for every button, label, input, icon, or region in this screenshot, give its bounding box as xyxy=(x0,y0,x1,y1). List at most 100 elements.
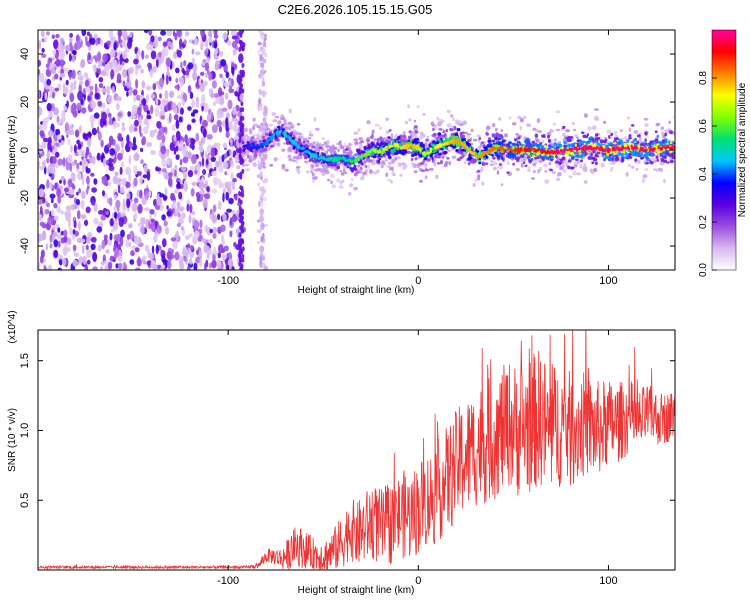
ridge-dot xyxy=(432,140,436,145)
ridge-dot xyxy=(349,183,354,188)
noise-blob xyxy=(72,172,76,183)
noise-blob xyxy=(262,66,265,73)
ridge-dot xyxy=(339,180,343,186)
noise-blob xyxy=(102,102,106,109)
noise-blob xyxy=(80,214,87,220)
noise-blob xyxy=(127,68,131,76)
noise-blob xyxy=(210,92,215,99)
ridge-dot xyxy=(304,161,309,164)
ridge-dot xyxy=(582,165,588,170)
ridge-dot xyxy=(292,156,296,160)
noise-blob xyxy=(161,168,167,173)
noise-blob xyxy=(157,36,162,42)
noise-blob xyxy=(212,188,218,194)
noise-blob xyxy=(259,214,264,223)
noise-blob xyxy=(54,182,58,190)
ridge-dot xyxy=(647,144,650,147)
noise-blob xyxy=(239,238,243,244)
ridge-dot xyxy=(520,118,524,123)
ridge-dot xyxy=(517,115,522,120)
noise-blob xyxy=(136,94,141,101)
noise-blob xyxy=(49,62,55,69)
noise-blob xyxy=(63,229,68,237)
ridge-dot xyxy=(461,154,465,158)
ridge-dot xyxy=(372,171,378,175)
ridge-dot xyxy=(656,134,659,138)
ridge-dot xyxy=(314,127,320,131)
noise-blob xyxy=(72,50,77,56)
ridge-dot xyxy=(590,169,594,173)
noise-blob xyxy=(166,157,171,166)
ridge-dot xyxy=(422,148,426,151)
noise-blob xyxy=(73,80,77,86)
ridge-dot xyxy=(392,173,396,177)
ridge-dot xyxy=(570,154,574,158)
ridge-dot xyxy=(512,146,515,150)
ridge-dot xyxy=(535,156,540,160)
noise-blob xyxy=(261,73,264,79)
ridge-dot xyxy=(308,142,313,146)
noise-blob xyxy=(241,123,245,128)
noise-blob xyxy=(211,124,218,133)
noise-blob xyxy=(188,233,194,238)
noise-blob xyxy=(230,159,233,165)
noise-blob xyxy=(258,60,261,65)
ridge-dot xyxy=(323,141,328,145)
noise-blob xyxy=(128,154,132,165)
ridge-dot xyxy=(259,156,264,160)
noise-blob xyxy=(204,62,210,72)
ridge-dot xyxy=(601,153,605,158)
noise-blob xyxy=(48,166,55,174)
noise-blob xyxy=(133,58,139,65)
noise-blob xyxy=(117,178,122,182)
noise-blob xyxy=(212,232,217,239)
noise-blob xyxy=(160,30,167,36)
noise-blob xyxy=(260,62,265,69)
ridge-dot xyxy=(302,140,306,144)
noise-blob xyxy=(185,74,190,79)
ridge-dot xyxy=(567,159,572,163)
ridge-dot xyxy=(511,122,517,126)
noise-blob xyxy=(215,97,220,104)
noise-blob xyxy=(109,148,116,156)
noise-blob xyxy=(200,71,205,76)
noise-blob xyxy=(64,122,70,132)
noise-blob xyxy=(74,129,80,138)
noise-blob xyxy=(262,42,267,48)
ridge-dot xyxy=(583,113,589,118)
noise-blob xyxy=(43,266,48,270)
noise-blob xyxy=(101,175,108,185)
ridge-dot xyxy=(324,170,330,175)
noise-blob xyxy=(38,200,42,205)
noise-blob xyxy=(153,129,158,134)
ridge-dot xyxy=(440,159,443,165)
ridge-dot xyxy=(330,180,333,185)
noise-blob xyxy=(38,106,43,116)
noise-blob xyxy=(155,244,159,255)
noise-blob xyxy=(120,186,125,194)
noise-blob xyxy=(164,90,169,100)
noise-blob xyxy=(85,206,91,214)
noise-blob xyxy=(78,221,81,231)
noise-blob xyxy=(154,34,159,44)
ridge-dot xyxy=(472,183,477,187)
noise-blob xyxy=(194,37,199,46)
ridge-dot xyxy=(500,156,504,160)
noise-blob xyxy=(143,118,149,126)
ridge-dot xyxy=(520,154,523,158)
ridge-dot xyxy=(413,152,418,157)
ridge-dot xyxy=(357,128,361,133)
ridge-dot xyxy=(453,125,457,131)
noise-blob xyxy=(191,118,196,123)
noise-blob xyxy=(181,166,187,172)
noise-blob xyxy=(66,100,69,108)
noise-blob xyxy=(69,162,73,172)
noise-blob xyxy=(48,129,54,138)
ridge-dot xyxy=(649,160,652,164)
noise-blob xyxy=(147,249,151,259)
ridge-dot xyxy=(432,128,435,131)
ridge-dot xyxy=(628,134,632,138)
ridge-dot xyxy=(365,138,370,142)
noise-blob xyxy=(179,206,185,212)
noise-blob xyxy=(108,30,114,39)
